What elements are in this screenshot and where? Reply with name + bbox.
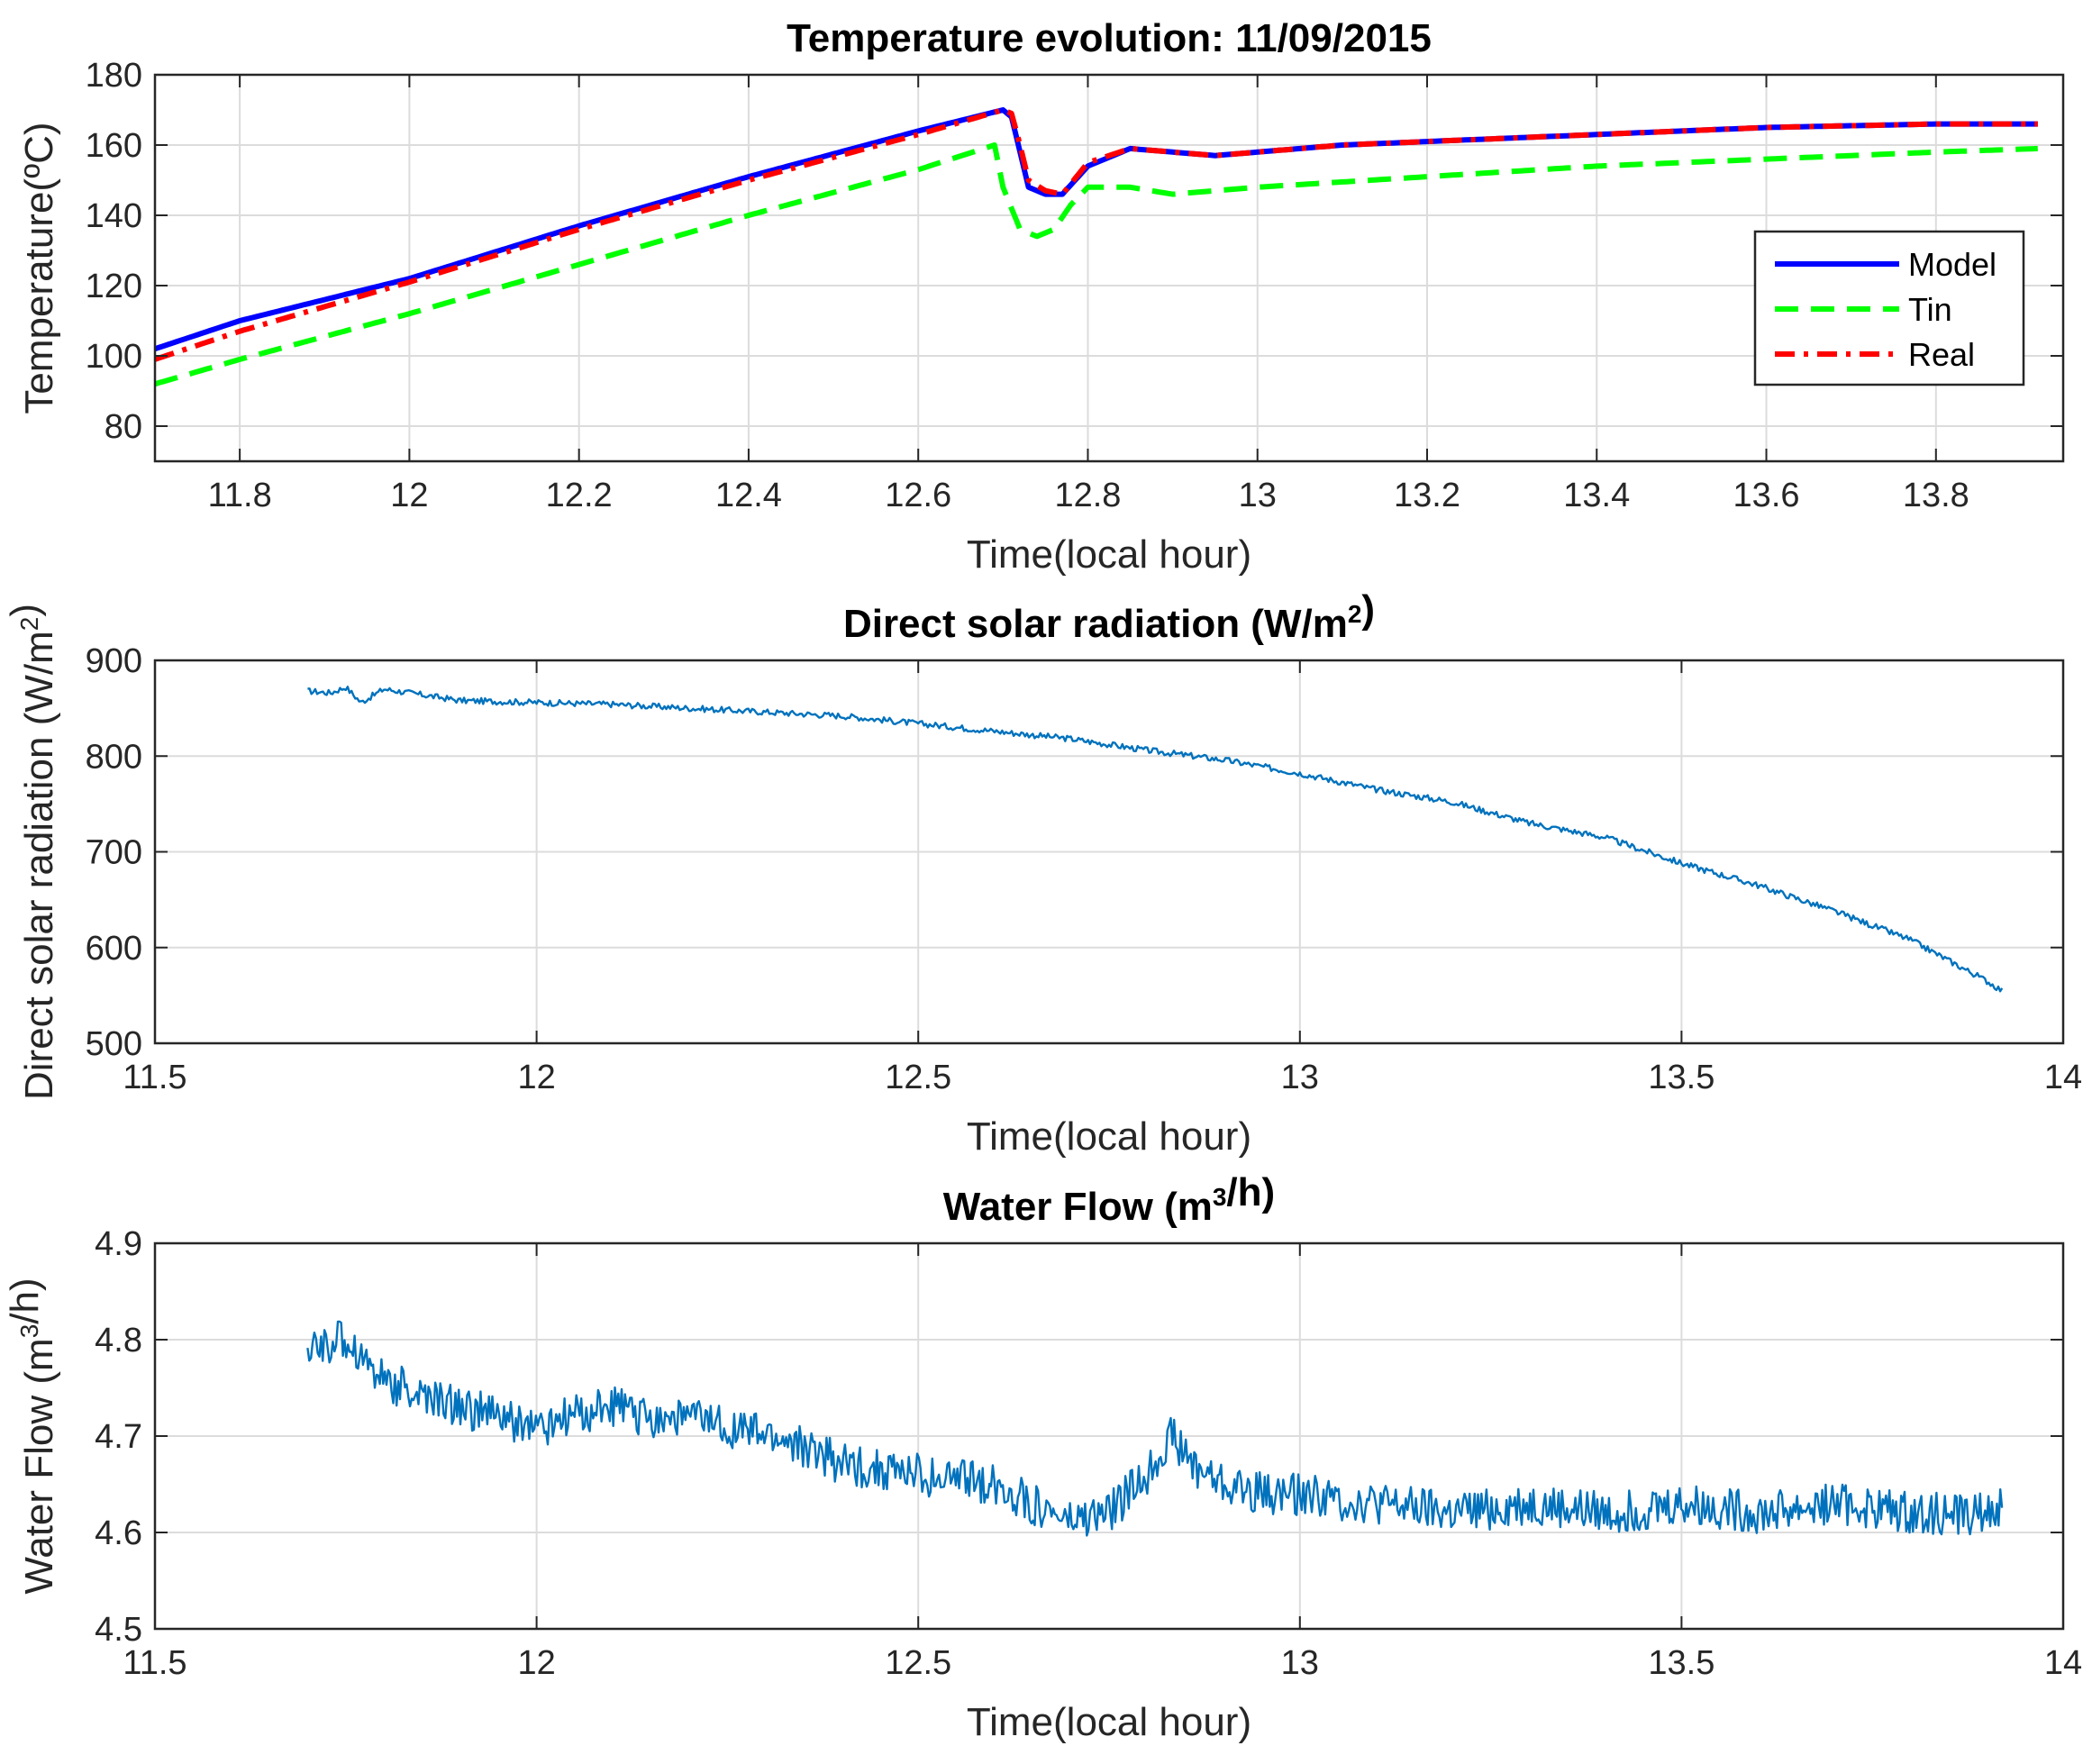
x-tick-label: 12.6 [885, 477, 951, 514]
y-axis-label: Direct solar radiation (W/m2) [3, 604, 61, 1100]
x-tick-label: 13.5 [1648, 1059, 1715, 1096]
legend-box [1753, 230, 2025, 386]
x-tick-label: 12.5 [885, 1644, 951, 1682]
y-tick-label: 4.6 [95, 1514, 142, 1552]
y-tick-label: 4.9 [95, 1225, 142, 1263]
y-tick-label: 4.8 [95, 1322, 142, 1359]
x-tick-label: 12 [517, 1059, 555, 1096]
y-tick-label: 80 [105, 408, 142, 446]
x-tick-label: 11.5 [123, 1059, 186, 1096]
x-axis-label: Time(local hour) [967, 532, 1251, 577]
chart-title: Direct solar radiation (W/m2) [843, 587, 1375, 646]
y-tick-label: 100 [86, 338, 142, 376]
y-tick-label: 700 [86, 834, 142, 872]
y-tick-label: 800 [86, 738, 142, 776]
x-tick-label: 13 [1281, 1644, 1319, 1682]
series-line-real [154, 107, 2038, 362]
legend-label-tin: Tin [1908, 291, 1952, 328]
x-tick-label: 12.4 [715, 477, 782, 514]
x-axis-label: Time(local hour) [967, 1700, 1251, 1744]
y-axis-label: Water Flow (m3/h) [3, 1278, 61, 1594]
y-tick-label: 500 [86, 1025, 142, 1063]
x-axis-label: Time(local hour) [967, 1114, 1251, 1159]
x-tick-label: 11.5 [123, 1644, 186, 1682]
x-tick-label: 12.8 [1054, 477, 1121, 514]
x-tick-label: 13.5 [1648, 1644, 1715, 1682]
y-tick-label: 4.5 [95, 1611, 142, 1649]
legend-label-model: Model [1908, 246, 1996, 283]
y-tick-label: 140 [86, 197, 142, 235]
y-tick-label: 160 [86, 127, 142, 165]
legend-label-real: Real [1908, 336, 1975, 373]
y-axis-label: Temperature(ºC) [17, 122, 61, 414]
x-tick-label: 13.4 [1563, 477, 1630, 514]
series-line-direct-solar-radiation [307, 686, 2004, 993]
axes-box [153, 73, 2065, 463]
y-tick-label: 900 [86, 642, 142, 680]
y-tick-label: 600 [86, 930, 142, 968]
y-tick-label: 120 [86, 268, 142, 305]
x-tick-label: 12.5 [885, 1059, 951, 1096]
x-tick-label: 12.2 [546, 477, 613, 514]
y-tick-label: 4.7 [95, 1418, 142, 1456]
series-line-water-flow [306, 1320, 2004, 1537]
x-tick-label: 14 [2044, 1644, 2082, 1682]
x-tick-label: 13.6 [1733, 477, 1800, 514]
x-tick-label: 12 [517, 1644, 555, 1682]
series-line-tin [154, 142, 2038, 387]
x-tick-label: 13 [1239, 477, 1277, 514]
plot-area [155, 75, 2063, 461]
x-tick-label: 13.8 [1903, 477, 1969, 514]
x-tick-label: 13 [1281, 1059, 1319, 1096]
x-tick-label: 13.2 [1394, 477, 1460, 514]
y-tick-label: 180 [86, 57, 142, 95]
x-tick-label: 14 [2044, 1059, 2082, 1096]
chart-title: Water Flow (m3/h) [943, 1170, 1275, 1229]
chart-title: Temperature evolution: 11/09/2015 [787, 16, 1432, 60]
x-tick-label: 11.8 [208, 477, 272, 514]
x-tick-label: 12 [390, 477, 428, 514]
